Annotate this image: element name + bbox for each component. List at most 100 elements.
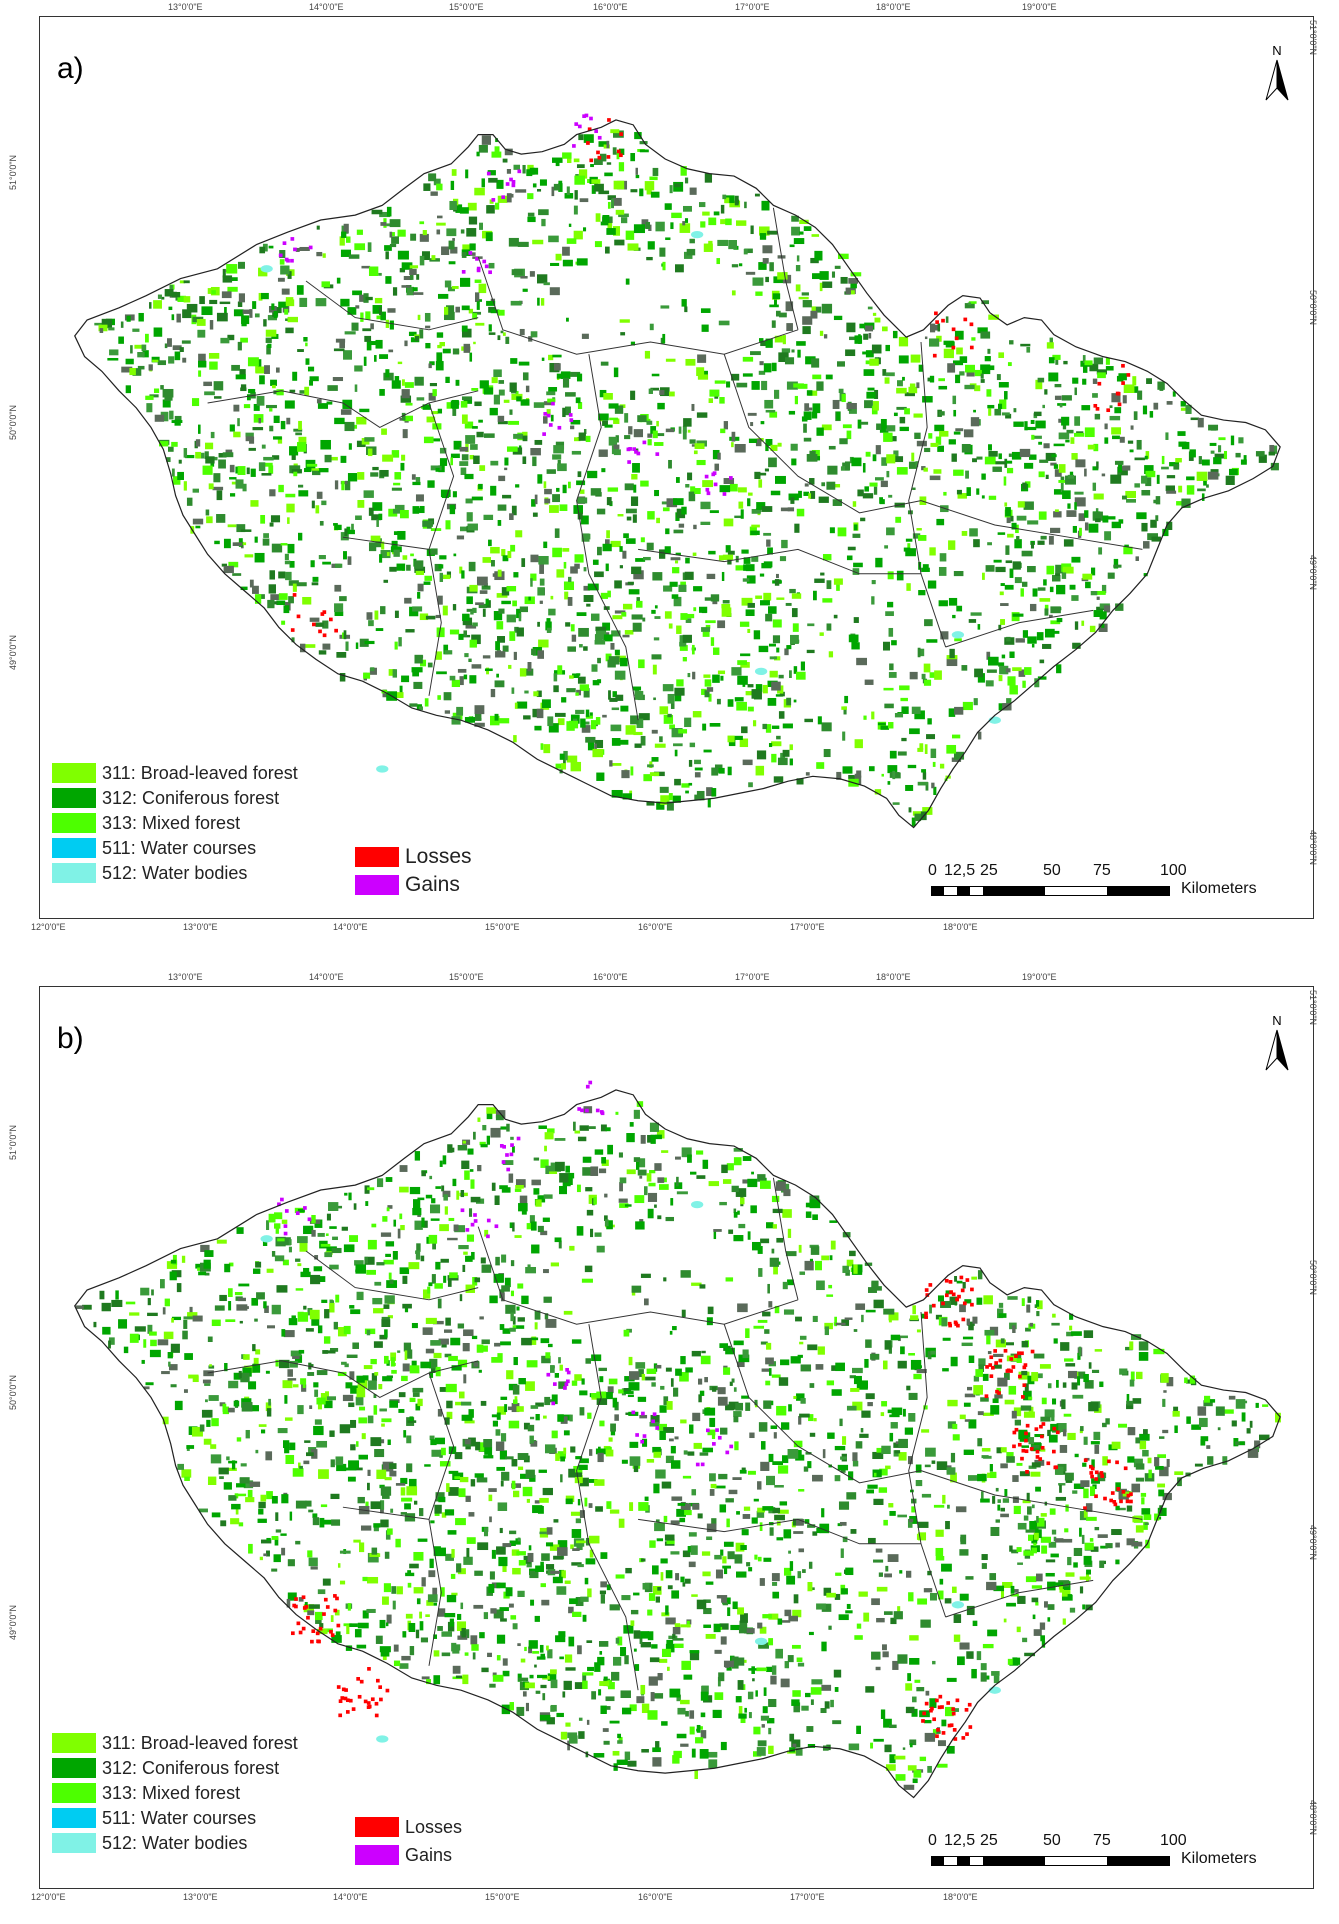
forest-patch xyxy=(162,399,171,408)
forest-patch xyxy=(365,1501,369,1510)
forest-patch xyxy=(1117,466,1128,476)
forest-patch xyxy=(1063,360,1068,365)
forest-patch xyxy=(401,454,406,461)
forest-patch xyxy=(758,370,766,375)
forest-patch xyxy=(382,1216,388,1222)
forest-patch xyxy=(990,1526,1000,1536)
forest-patch xyxy=(419,1508,424,1517)
forest-patch xyxy=(1114,407,1122,414)
forest-patch xyxy=(296,285,304,295)
forest-patch xyxy=(592,680,600,686)
forest-patch xyxy=(841,393,846,403)
forest-patch xyxy=(676,679,684,687)
forest-patch xyxy=(706,687,714,692)
forest-patch xyxy=(821,1508,825,1518)
forest-patch xyxy=(579,198,589,203)
forest-patch xyxy=(372,466,379,471)
forest-patch xyxy=(1130,1334,1142,1340)
forest-patch xyxy=(835,1362,845,1372)
forest-patch xyxy=(644,350,651,359)
forest-patch xyxy=(429,1435,435,1440)
forest-patch xyxy=(884,703,894,709)
forest-patch xyxy=(563,581,575,591)
forest-patch xyxy=(168,306,173,311)
forest-patch xyxy=(770,490,781,496)
forest-patch xyxy=(1010,515,1014,522)
forest-patch xyxy=(842,424,852,429)
forest-patch xyxy=(206,516,213,524)
forest-patch xyxy=(606,228,616,235)
forest-patch xyxy=(986,651,991,660)
forest-patch xyxy=(540,1653,545,1659)
forest-patch xyxy=(707,1751,718,1758)
forest-patch xyxy=(1113,558,1119,569)
forest-patch xyxy=(598,1168,607,1174)
forest-patch xyxy=(802,1569,806,1573)
forest-patch xyxy=(1155,515,1159,522)
forest-patch xyxy=(575,709,585,714)
forest-patch xyxy=(706,1536,713,1541)
forest-patch xyxy=(471,664,482,669)
forest-patch xyxy=(627,581,634,585)
forest-patch xyxy=(513,1325,525,1329)
forest-patch xyxy=(709,1473,716,1482)
forest-patch xyxy=(166,457,171,463)
forest-patch xyxy=(745,564,755,572)
forest-patch xyxy=(664,203,672,210)
forest-patch xyxy=(776,647,780,653)
forest-patch xyxy=(630,341,636,346)
forest-patch xyxy=(380,1232,392,1237)
forest-patch xyxy=(619,319,630,323)
forest-patch xyxy=(748,1712,752,1719)
forest-patch xyxy=(781,348,791,353)
forest-patch xyxy=(145,395,154,400)
forest-patch xyxy=(967,302,971,306)
forest-patch xyxy=(621,612,627,617)
forest-patch xyxy=(558,1357,561,1364)
forest-patch xyxy=(682,634,692,643)
forest-patch xyxy=(1092,393,1098,398)
forest-patch xyxy=(789,758,793,766)
forest-patch xyxy=(93,1321,97,1328)
forest-patch xyxy=(973,698,978,706)
forest-patch xyxy=(763,1687,767,1696)
forest-patch xyxy=(823,334,828,339)
forest-patch xyxy=(568,223,572,227)
forest-patch xyxy=(539,179,547,186)
forest-patch xyxy=(254,1318,258,1322)
forest-patch xyxy=(1058,432,1070,440)
forest-patch xyxy=(995,566,1006,573)
forest-patch xyxy=(884,1744,892,1753)
forest-patch xyxy=(832,399,840,409)
forest-patch xyxy=(510,1136,514,1140)
loss-patch xyxy=(586,141,590,145)
forest-patch xyxy=(516,1551,526,1556)
forest-patch xyxy=(719,1623,729,1630)
top-longitude-tick: 19°0'0"E xyxy=(1022,2,1057,12)
forest-patch xyxy=(1004,584,1014,590)
forest-patch xyxy=(1084,468,1087,477)
forest-patch xyxy=(676,1176,679,1187)
forest-patch xyxy=(401,379,405,386)
forest-patch xyxy=(1206,1445,1211,1449)
forest-patch xyxy=(439,1387,451,1392)
forest-patch xyxy=(582,1614,587,1622)
forest-patch xyxy=(966,1651,974,1659)
forest-patch xyxy=(649,323,654,331)
forest-patch xyxy=(693,586,703,592)
forest-patch xyxy=(681,1147,692,1158)
forest-patch xyxy=(1112,435,1120,440)
forest-patch xyxy=(413,292,424,295)
forest-patch xyxy=(603,392,613,400)
forest-patch xyxy=(505,1304,516,1314)
forest-patch xyxy=(745,271,756,275)
forest-patch xyxy=(682,1582,686,1587)
forest-patch xyxy=(675,1368,682,1376)
forest-patch xyxy=(892,1660,899,1670)
forest-patch xyxy=(718,555,725,561)
forest-patch xyxy=(318,468,329,473)
forest-patch xyxy=(461,305,470,311)
forest-patch xyxy=(1116,375,1124,382)
forest-patch xyxy=(736,220,747,226)
forest-patch xyxy=(638,1502,649,1511)
